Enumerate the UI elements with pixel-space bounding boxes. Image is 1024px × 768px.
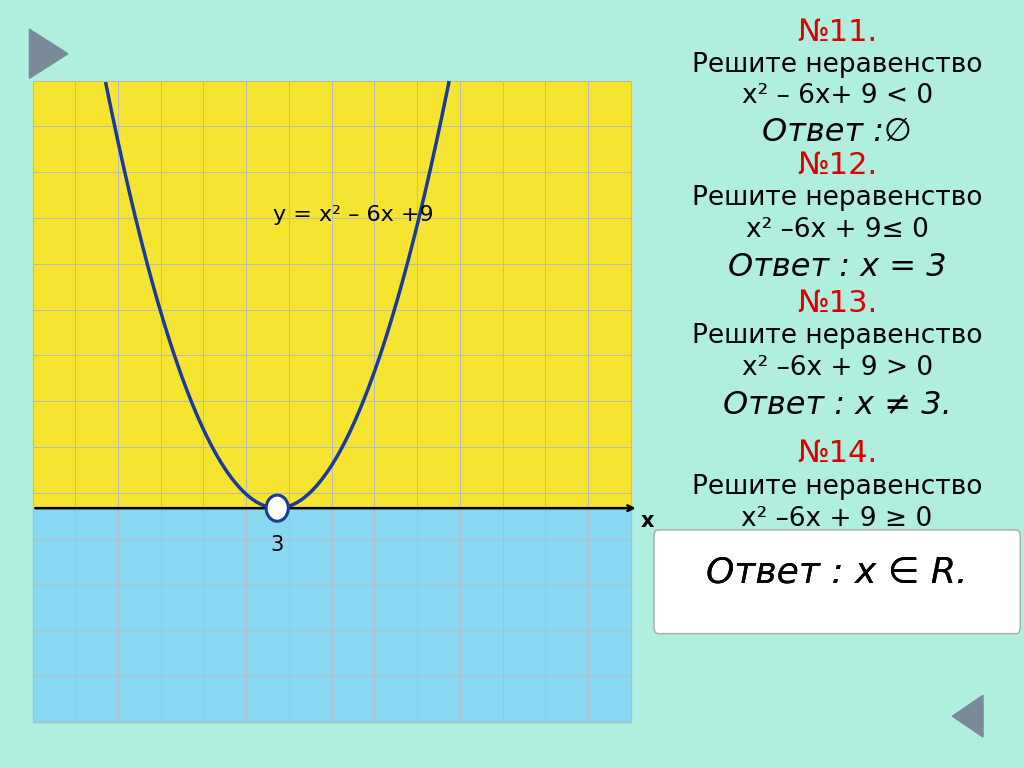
Text: x² –6x + 9≤ 0: x² –6x + 9≤ 0: [745, 217, 929, 243]
Text: x: x: [640, 511, 654, 531]
Text: Решите неравенство: Решите неравенство: [692, 185, 982, 211]
Text: Решите неравенство: Решите неравенство: [692, 474, 982, 500]
Text: №13.: №13.: [797, 289, 878, 318]
Text: x² –6x + 9 > 0: x² –6x + 9 > 0: [741, 355, 933, 381]
Text: Ответ : x = 3: Ответ : x = 3: [728, 252, 946, 283]
Text: Ответ :∅: Ответ :∅: [762, 117, 912, 147]
Bar: [33, 81, 631, 508]
Circle shape: [266, 495, 289, 521]
Text: y = x² – 6x +9: y = x² – 6x +9: [273, 205, 434, 225]
Text: №12.: №12.: [797, 151, 878, 180]
Polygon shape: [952, 695, 983, 737]
Text: Ответ : x ∈ R.: Ответ : x ∈ R.: [707, 555, 968, 589]
Text: Решите неравенство: Решите неравенство: [692, 323, 982, 349]
Text: №14.: №14.: [797, 439, 878, 468]
Text: 3: 3: [270, 535, 284, 555]
Text: x² –6x + 9 ≥ 0: x² –6x + 9 ≥ 0: [741, 506, 933, 532]
Text: Ответ : x ≠ 3.: Ответ : x ≠ 3.: [723, 390, 951, 421]
Text: Ответ : x ∈ R.: Ответ : x ∈ R.: [707, 555, 968, 589]
Text: №11.: №11.: [797, 18, 878, 47]
Text: x² – 6x+ 9 < 0: x² – 6x+ 9 < 0: [741, 83, 933, 109]
FancyBboxPatch shape: [654, 530, 1020, 634]
Polygon shape: [30, 29, 68, 78]
Text: Решите неравенство: Решите неравенство: [692, 51, 982, 78]
Bar: [33, 508, 631, 722]
